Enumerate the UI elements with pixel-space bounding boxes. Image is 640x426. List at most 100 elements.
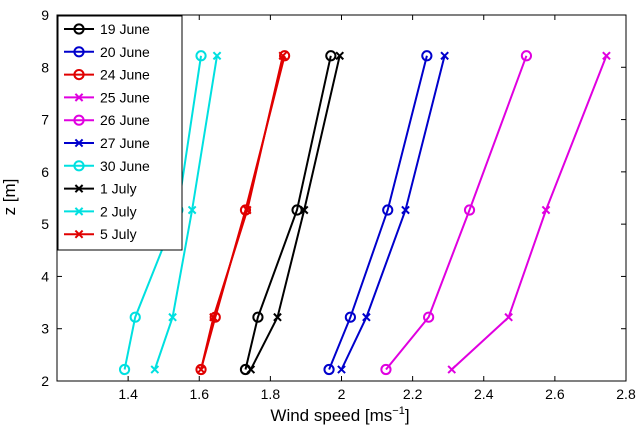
legend-label: 2 July: [100, 203, 137, 219]
data-point: [380, 363, 392, 376]
x-axis-title-main: Wind speed [ms: [270, 406, 392, 425]
data-point: [278, 51, 288, 61]
legend-label: 30 June: [100, 158, 150, 174]
series-line: [328, 55, 428, 370]
data-point: [323, 363, 335, 376]
y-tick-label: 7: [41, 112, 49, 128]
x-axis-title-end: ]: [405, 406, 410, 425]
x-axis-title: Wind speed [ms−1]: [270, 405, 409, 425]
legend-entry: 30 June: [64, 158, 150, 174]
legend-marker: [74, 207, 84, 216]
data-point: [421, 50, 433, 62]
legend-label: 5 July: [100, 226, 137, 242]
marker-x-stroke: [212, 51, 222, 61]
legend-entry: 26 June: [64, 112, 150, 128]
legend-marker: [73, 114, 85, 126]
legend-label: 27 June: [100, 135, 150, 151]
legend-label: 24 June: [100, 67, 150, 83]
legend-entry: 20 June: [64, 44, 150, 60]
legend: 19 June 20 June 24 June 25 June 26 June 27 Ju…: [57, 15, 183, 251]
legend-label: 20 June: [100, 44, 150, 60]
marker-x-stroke: [246, 365, 256, 374]
marker-x-stroke: [150, 365, 160, 374]
legend-marker: [73, 160, 85, 172]
data-point: [520, 50, 533, 62]
data-point: [252, 311, 264, 323]
legend-marker: [73, 69, 85, 81]
legend-marker: [74, 184, 84, 193]
data-point: [337, 365, 346, 374]
y-tick-label: 3: [41, 321, 49, 337]
marker-x-stroke: [602, 51, 611, 61]
y-axis-title: z [m]: [0, 179, 19, 216]
data-point: [447, 365, 457, 374]
data-point: [195, 50, 207, 62]
marker-x-stroke: [401, 205, 410, 215]
data-point: [440, 51, 449, 61]
data-point: [212, 51, 222, 61]
x-tick-label: 2.2: [403, 386, 423, 402]
data-point: [344, 311, 356, 323]
legend-entry: 5 July: [64, 226, 137, 242]
y-tick-label: 5: [41, 216, 49, 232]
y-tick-label: 6: [41, 164, 49, 180]
series-25-june: [447, 51, 611, 374]
data-point: [362, 312, 371, 322]
legend-marker: [74, 93, 84, 102]
marker-x-stroke: [74, 184, 84, 193]
data-point: [299, 205, 309, 215]
data-point: [209, 312, 218, 322]
data-point: [463, 204, 476, 216]
series-layer: [118, 50, 611, 376]
legend-entry: 24 June: [64, 67, 150, 83]
legend-label: 1 July: [100, 181, 137, 197]
marker-x-stroke: [504, 312, 513, 322]
y-tick-label: 2: [41, 373, 49, 389]
series-1-july: [246, 51, 345, 374]
data-point: [335, 51, 345, 61]
series-5-july: [196, 51, 288, 374]
legend-marker: [74, 229, 84, 239]
series-line: [385, 55, 528, 371]
marker-x-stroke: [335, 51, 345, 61]
data-point: [279, 50, 291, 62]
legend-label: 25 June: [100, 89, 150, 105]
data-point: [504, 312, 513, 322]
series-line: [244, 55, 332, 370]
x-tick-label: 1.6: [190, 386, 210, 402]
marker-x-stroke: [541, 205, 551, 215]
series-20-june: [323, 50, 433, 376]
marker-x-stroke: [447, 365, 457, 374]
data-point: [196, 365, 206, 374]
series-19-june: [239, 50, 337, 376]
marker-x-stroke: [337, 365, 346, 374]
series-2-july: [150, 51, 222, 374]
marker-x-stroke: [74, 229, 84, 239]
legend-entry: 2 July: [64, 203, 137, 219]
marker-x-stroke: [440, 51, 449, 61]
legend-label: 19 June: [100, 21, 150, 37]
data-point: [242, 205, 252, 215]
x-axis-title-superscript: −1: [392, 405, 405, 417]
marker-x-stroke: [273, 312, 282, 322]
marker-x-stroke: [278, 51, 288, 61]
marker-x-stroke: [74, 207, 84, 216]
x-tick-label: 1.4: [118, 386, 138, 402]
marker-x-stroke: [209, 312, 218, 322]
x-tick-label: 2: [338, 386, 346, 402]
y-tick-label: 8: [41, 59, 49, 75]
series-line: [249, 55, 341, 370]
series-line: [153, 55, 218, 370]
x-tick-label: 1.8: [261, 386, 281, 402]
data-point: [150, 365, 160, 374]
data-point: [291, 204, 303, 216]
data-point: [246, 365, 256, 374]
legend-marker: [73, 23, 85, 35]
legend-marker: [73, 46, 85, 58]
data-point: [325, 50, 337, 62]
marker-x-stroke: [196, 365, 206, 374]
marker-x-stroke: [168, 312, 177, 322]
data-point: [423, 311, 435, 323]
legend-entry: 27 June: [64, 135, 150, 151]
data-point: [602, 51, 611, 61]
